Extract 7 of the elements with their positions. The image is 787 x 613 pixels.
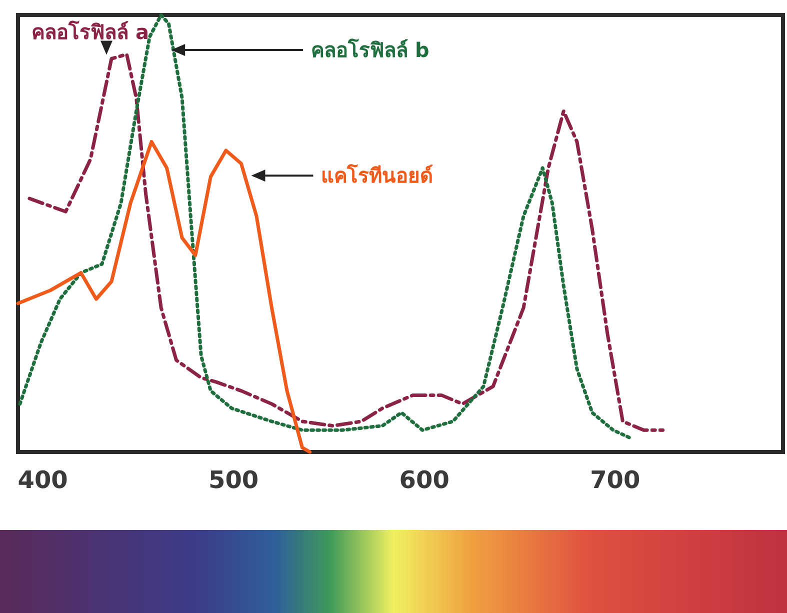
text: คลอโรฟิลล์ b [311, 38, 430, 62]
x-tick-label: 500 [208, 466, 259, 494]
x-tick-label: 400 [18, 466, 68, 494]
series-label: คลอโรฟิลล์ a [31, 20, 149, 44]
x-tick-label: 700 [590, 466, 640, 494]
text: แคโรทีนอยด์ [321, 164, 434, 188]
x-tick-label: 600 [399, 466, 450, 494]
